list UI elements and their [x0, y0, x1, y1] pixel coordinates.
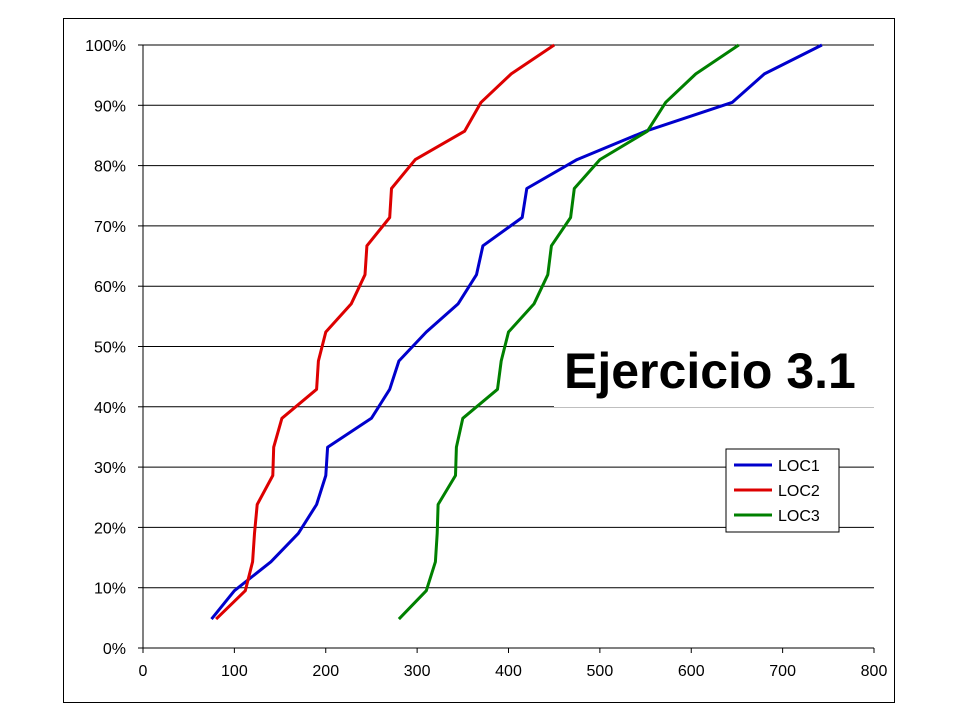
- chart-svg: 0% 10% 20% 30% 40% 50% 60% 70% 80% 90% 100% 0 100 200…: [85, 38, 887, 680]
- y-tick-label: 100%: [85, 38, 126, 55]
- y-tick-label: 10%: [94, 581, 126, 598]
- y-tick-label: 20%: [94, 520, 126, 537]
- legend-box: [725, 448, 840, 533]
- y-tick-label: 90%: [94, 98, 126, 115]
- chart-title: Ejercicio 3.1: [564, 343, 856, 399]
- y-tick-label: 30%: [94, 460, 126, 477]
- axis-layer: 0% 10% 20% 30% 40% 50% 60% 70% 80% 90% 100% 0 100 200…: [85, 38, 887, 680]
- title-layer: Ejercicio 3.1: [554, 343, 876, 407]
- y-tick-label: 0%: [103, 641, 126, 658]
- x-tick-label: 500: [587, 663, 614, 680]
- x-tick-label: 100: [221, 663, 248, 680]
- x-tick-label: 800: [861, 663, 888, 680]
- series-line-loc2: [215, 43, 556, 621]
- title-background: [554, 345, 876, 407]
- y-tick-label: 80%: [94, 159, 126, 176]
- x-tick-label: 600: [678, 663, 705, 680]
- series-layer: [210, 43, 823, 621]
- x-tick-label: 400: [495, 663, 522, 680]
- x-tick-label: 300: [404, 663, 431, 680]
- y-tick-label: 60%: [94, 279, 126, 296]
- grid-layer: [143, 44, 874, 589]
- y-tick-label: 70%: [94, 219, 126, 236]
- legend-label-loc3: LOC3: [778, 508, 820, 525]
- chart-frame: 0% 10% 20% 30% 40% 50% 60% 70% 80% 90% 100% 0 100 200…: [63, 18, 895, 703]
- y-tick-label: 50%: [94, 340, 126, 357]
- legend-label-loc2: LOC2: [778, 483, 820, 500]
- series-line-loc3: [397, 43, 740, 621]
- x-tick-label: 700: [769, 663, 796, 680]
- x-tick-label: 200: [312, 663, 339, 680]
- y-tick-label: 40%: [94, 400, 126, 417]
- legend: LOC1 LOC2 LOC3: [725, 448, 840, 533]
- series-line-loc1: [210, 43, 823, 621]
- legend-label-loc1: LOC1: [778, 458, 820, 475]
- x-tick-label: 0: [139, 663, 148, 680]
